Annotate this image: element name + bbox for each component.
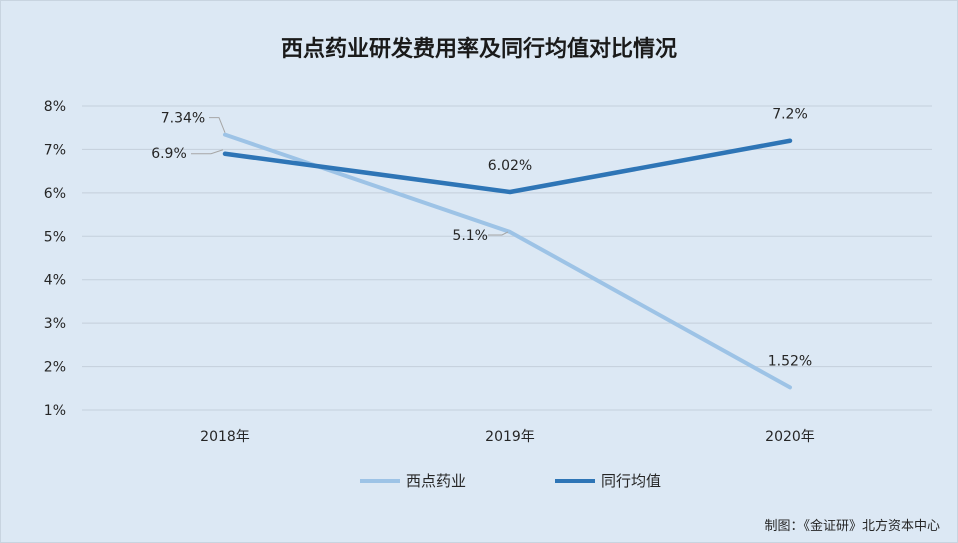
x-tick-label: 2018年	[200, 429, 250, 445]
y-tick-label: 6%	[44, 186, 66, 202]
data-label: 7.34%	[161, 111, 205, 127]
y-tick-label: 3%	[44, 316, 66, 332]
y-tick-label: 2%	[44, 360, 66, 376]
label-leader-line	[209, 117, 226, 133]
series-lines	[222, 132, 793, 390]
x-tick-label: 2019年	[485, 429, 535, 445]
legend-label: 同行均值	[601, 472, 661, 490]
label-leader-line	[191, 149, 224, 155]
x-axis-ticks: 2018年 2019年 2020年	[200, 429, 815, 445]
data-label: 6.9%	[151, 146, 187, 162]
y-tick-label: 1%	[44, 403, 66, 419]
y-tick-label: 8%	[44, 99, 66, 115]
data-label: 7.2%	[772, 107, 808, 123]
y-axis-ticks: 1% 2% 3% 4% 5% 6% 7% 8%	[44, 99, 66, 419]
legend: 西点药业 同行均值	[360, 472, 661, 490]
label-leader-line	[488, 231, 509, 236]
legend-label: 西点药业	[406, 472, 466, 490]
series-line-peer-avg	[222, 138, 793, 195]
x-tick-label: 2020年	[765, 429, 815, 445]
chart-title: 西点药业研发费用率及同行均值对比情况	[281, 36, 677, 62]
data-label: 5.1%	[452, 228, 488, 244]
y-tick-label: 4%	[44, 273, 66, 289]
source-note: 制图：《金证研》北方资本中心	[764, 518, 940, 534]
data-labels: 7.34% 5.1% 1.52% 6.9% 6.02% 7.2%	[151, 107, 812, 370]
y-tick-label: 7%	[44, 142, 66, 158]
data-label: 6.02%	[488, 158, 532, 174]
data-label: 1.52%	[768, 353, 812, 369]
y-tick-label: 5%	[44, 229, 66, 245]
